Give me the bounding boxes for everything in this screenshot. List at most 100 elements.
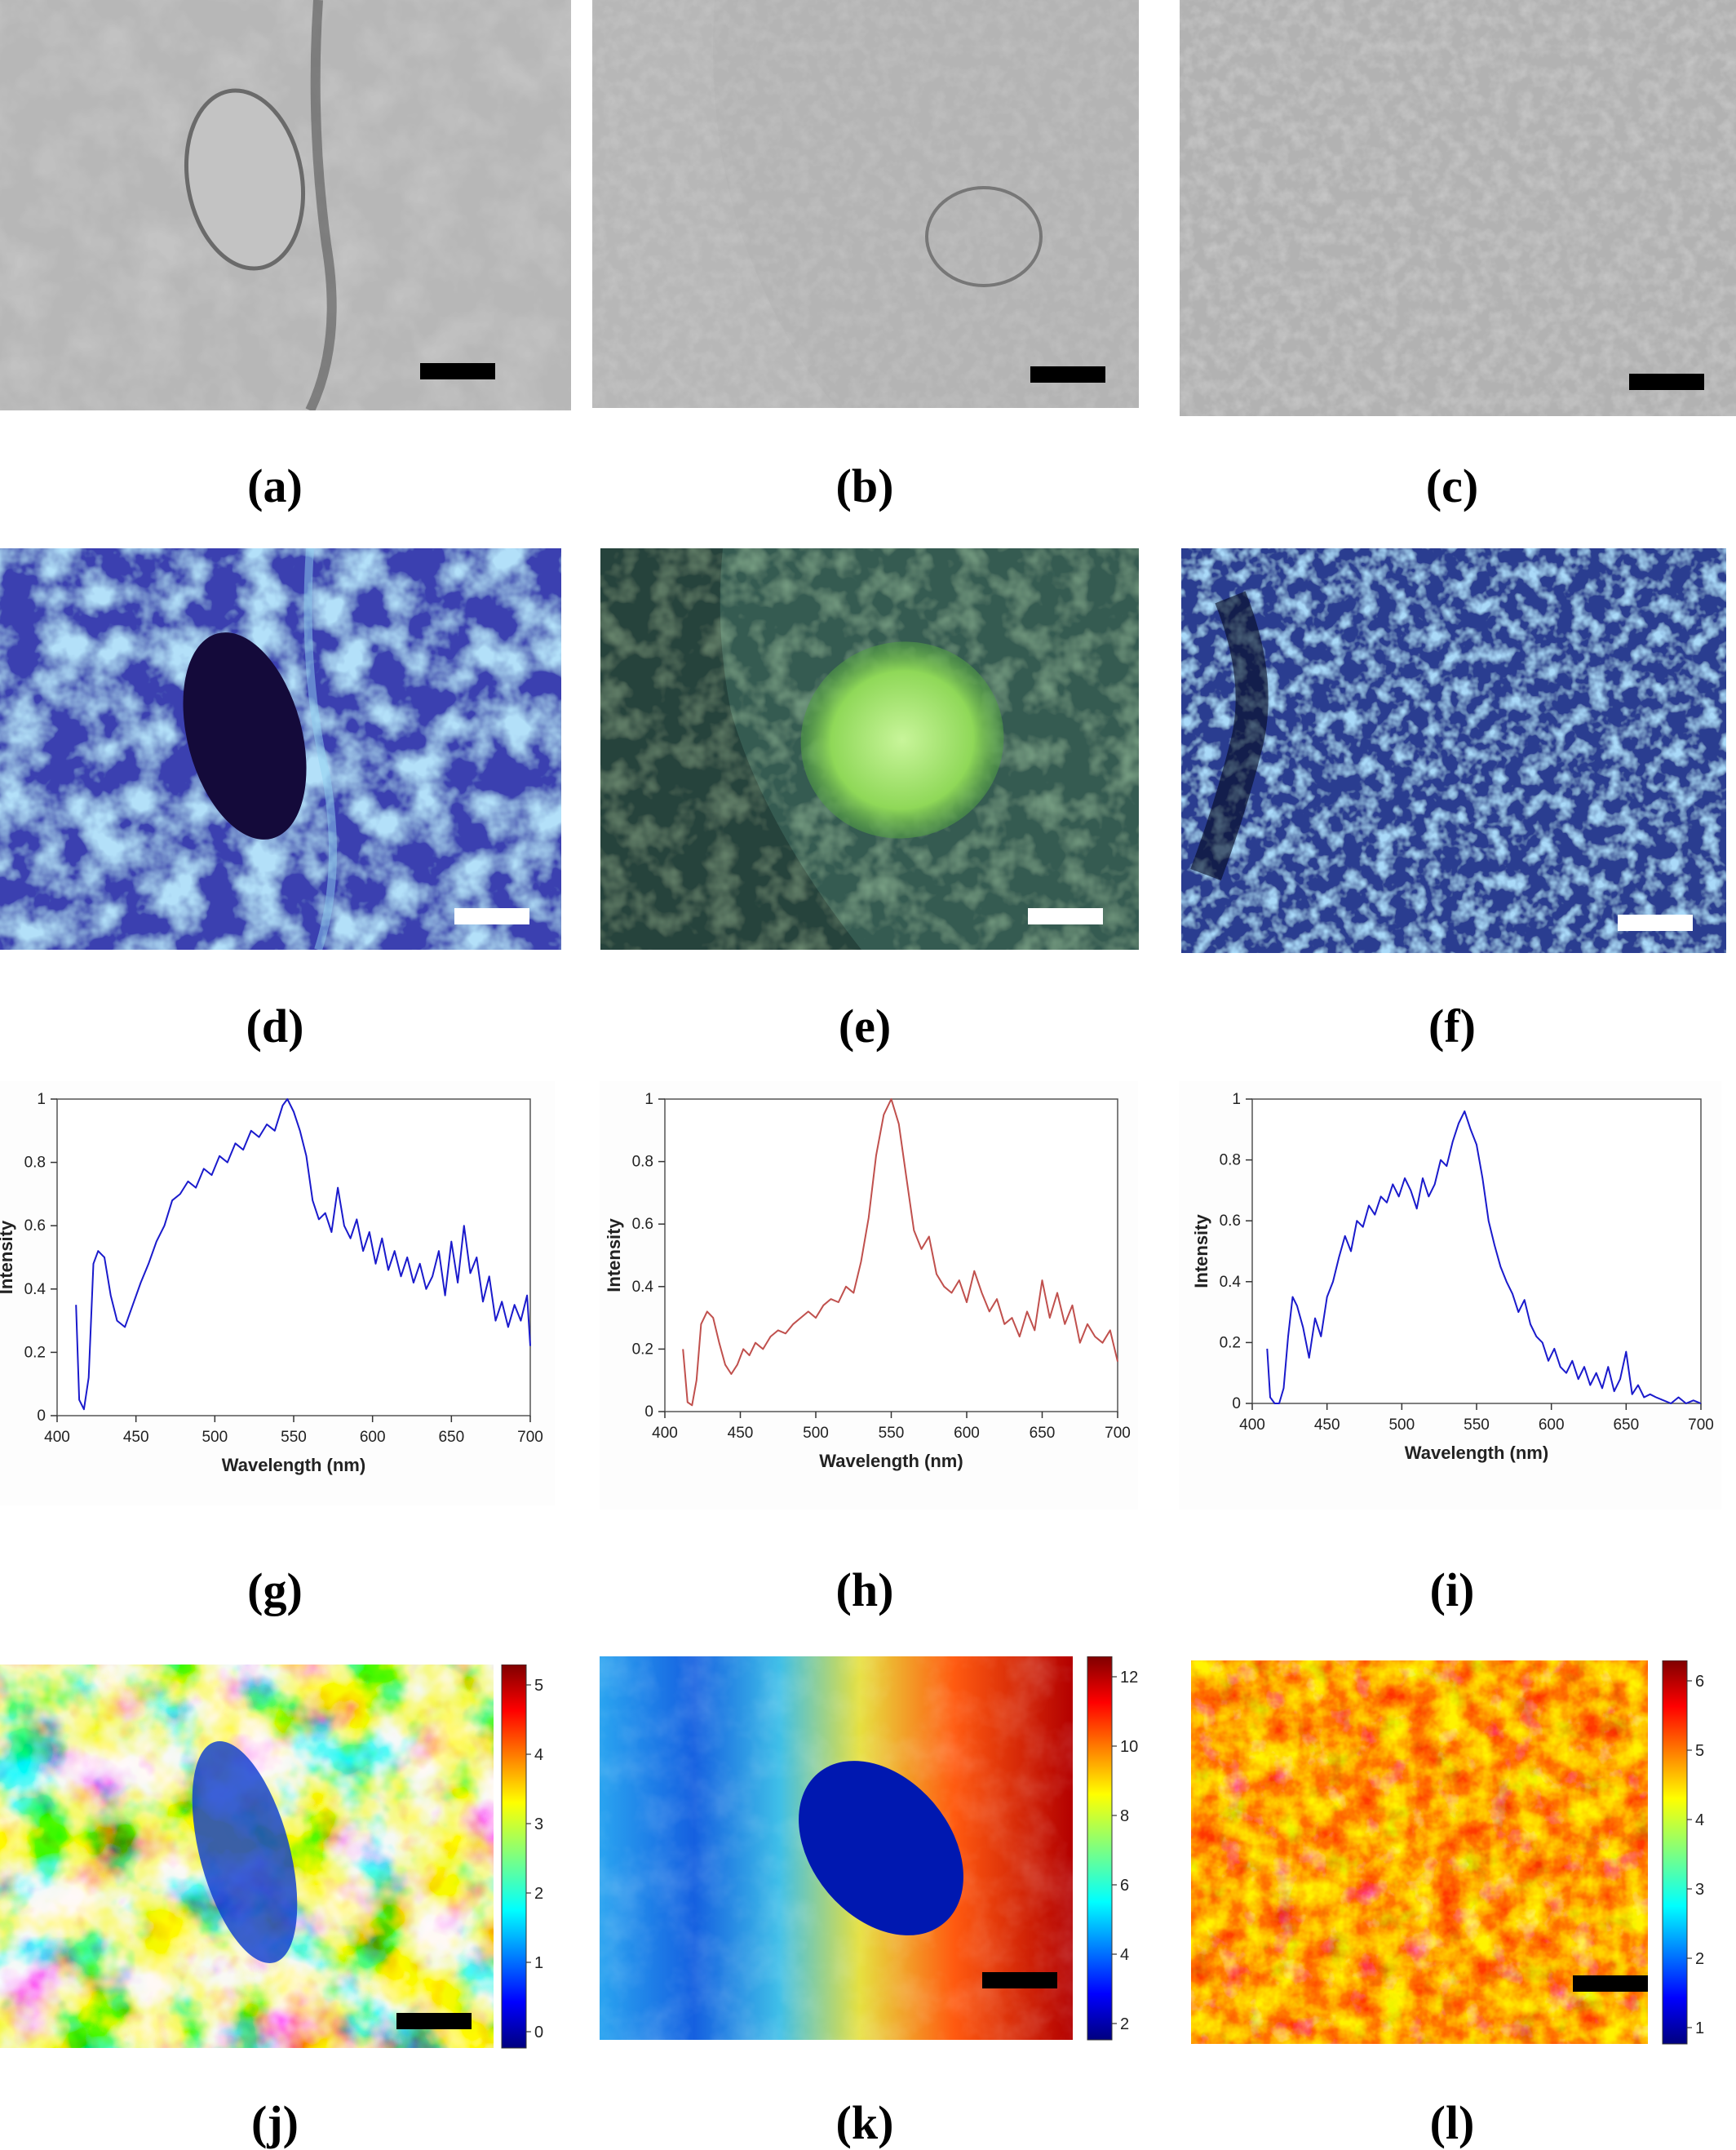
x-tick-label: 550 (281, 1429, 307, 1446)
scale-bar (454, 908, 529, 924)
spectrum-chart-g: 400 450 500 550 600 650 700 0 0.2 0.4 0.6 0.8 1 Wavel… (0, 1091, 543, 1475)
y-tick-label: 0.6 (1220, 1212, 1241, 1230)
label-l: (l) (1429, 2096, 1475, 2149)
x-tick-label: 400 (652, 1425, 678, 1442)
brightfield-image-b (592, 0, 1139, 408)
y-tick-label: 1 (644, 1091, 653, 1108)
x-tick-label: 700 (517, 1429, 543, 1446)
x-axis-label: Wavelength (nm) (222, 1455, 365, 1475)
y-tick-label: 0 (644, 1403, 653, 1421)
colorbar-tick-label: 8 (1120, 1807, 1129, 1825)
panel-e-image (600, 548, 1139, 950)
colorbar-tick-label: 12 (1120, 1669, 1138, 1687)
y-tick-label: 0.2 (1220, 1334, 1241, 1351)
x-axis-label: Wavelength (nm) (819, 1451, 963, 1471)
label-e: (e) (838, 1000, 892, 1053)
y-tick-label: 0.8 (24, 1155, 46, 1172)
colorbar-tick-label: 2 (1695, 1950, 1704, 1968)
y-tick-label: 0.4 (24, 1281, 46, 1298)
spectrum-chart-i: 400 450 500 550 600 650 700 0 0.2 0.4 0.6 0.8 1 Wavel… (1191, 1091, 1714, 1463)
colorbar-tick-label: 3 (1695, 1881, 1704, 1899)
brightfield-image-c (1180, 0, 1736, 416)
spectrum-line (75, 1098, 531, 1411)
y-tick-label: 0.8 (1220, 1152, 1241, 1169)
label-a: (a) (247, 459, 303, 512)
label-c: (c) (1425, 459, 1479, 512)
x-tick-label: 650 (438, 1429, 464, 1446)
colorbar-tick-label: 2 (534, 1885, 543, 1903)
scale-bar (1573, 1975, 1648, 1992)
x-tick-label: 700 (1688, 1416, 1714, 1434)
y-axis-label: Intensity (0, 1220, 16, 1294)
colorbar-tick-label: 4 (1695, 1811, 1704, 1829)
x-tick-label: 550 (1464, 1416, 1490, 1434)
y-tick-label: 0.4 (632, 1279, 654, 1296)
x-tick-label: 700 (1105, 1425, 1131, 1442)
x-tick-label: 450 (728, 1425, 754, 1442)
x-tick-label: 600 (954, 1425, 980, 1442)
spectrum-line (1266, 1110, 1702, 1404)
x-tick-label: 600 (1539, 1416, 1565, 1434)
colorbar-tick-label: 5 (534, 1677, 543, 1695)
colorbar-tick-label: 6 (1695, 1673, 1704, 1691)
fluorescence-image-e (600, 548, 1139, 950)
x-tick-label: 500 (1388, 1416, 1415, 1434)
panel-k-image: 12 10 8 6 4 2 (600, 1656, 1162, 2048)
y-tick-label: 1 (37, 1091, 46, 1108)
y-tick-label: 0 (37, 1407, 46, 1425)
plot-frame (56, 1098, 531, 1416)
panel-l-image: 6 5 4 3 2 1 (1191, 1660, 1736, 2052)
fluorescence-image-d (0, 548, 561, 950)
plot-frame (664, 1098, 1118, 1412)
x-tick-label: 450 (1314, 1416, 1340, 1434)
y-tick-label: 0.2 (632, 1341, 653, 1358)
heatmap-image-k: 12 10 8 6 4 2 (600, 1656, 1138, 2041)
x-tick-label: 400 (44, 1429, 70, 1446)
scale-bar (1030, 366, 1105, 383)
label-k: (k) (835, 2096, 894, 2149)
spectrum-line (682, 1098, 1118, 1407)
label-h: (h) (835, 1563, 894, 1616)
x-tick-label: 500 (803, 1425, 829, 1442)
label-i: (i) (1429, 1563, 1475, 1616)
y-tick-label: 0.4 (1220, 1274, 1242, 1291)
x-tick-label: 450 (123, 1429, 149, 1446)
colorbar-tick-label: 4 (534, 1746, 543, 1764)
label-j: (j) (251, 2096, 299, 2149)
spectrum-chart-h: 400 450 500 550 600 650 700 0 0.2 0.4 0.6 0.8 1 Wavel… (604, 1091, 1131, 1471)
panel-j-image: 5 4 3 2 1 0 (0, 1665, 563, 2056)
panel-f-image (1181, 548, 1726, 953)
y-tick-label: 0 (1232, 1395, 1241, 1412)
x-tick-label: 600 (360, 1429, 386, 1446)
label-f: (f) (1428, 1000, 1476, 1053)
y-tick-label: 0.6 (632, 1216, 653, 1233)
label-b: (b) (835, 459, 894, 512)
x-tick-label: 650 (1030, 1425, 1056, 1442)
panel-a-image (0, 0, 571, 410)
scale-bar (420, 363, 495, 379)
y-tick-label: 1 (1232, 1091, 1241, 1108)
scale-bar (982, 1972, 1057, 1988)
x-tick-label: 500 (202, 1429, 228, 1446)
scale-bar (1629, 374, 1704, 390)
fluorescence-image-f (1181, 548, 1726, 953)
chart-g: 400 450 500 550 600 650 700 0 0.2 0.4 0.6 0.8 1 Wavel… (0, 1081, 555, 1505)
panel-b-image (592, 0, 1139, 408)
colorbar-tick-label: 1 (1695, 2019, 1704, 2037)
scale-bar (1618, 915, 1693, 931)
label-d: (d) (246, 1000, 304, 1053)
colorbar-tick-label: 3 (534, 1815, 543, 1833)
chart-h: 400 450 500 550 600 650 700 0 0.2 0.4 0.6 0.8 1 Wavel… (600, 1081, 1138, 1509)
x-axis-label: Wavelength (nm) (1405, 1443, 1548, 1463)
y-axis-label: Intensity (604, 1218, 624, 1292)
panel-c-image (1180, 0, 1736, 416)
label-g: (g) (247, 1563, 303, 1616)
x-tick-label: 550 (879, 1425, 905, 1442)
colorbar-tick-label: 10 (1120, 1738, 1138, 1756)
y-tick-label: 0.6 (24, 1217, 46, 1235)
x-tick-label: 400 (1239, 1416, 1265, 1434)
colorbar-tick-label: 2 (1120, 2015, 1129, 2033)
colorbar-tick-label: 5 (1695, 1742, 1704, 1760)
panel-d-image (0, 548, 561, 950)
scale-bar (1028, 908, 1103, 924)
